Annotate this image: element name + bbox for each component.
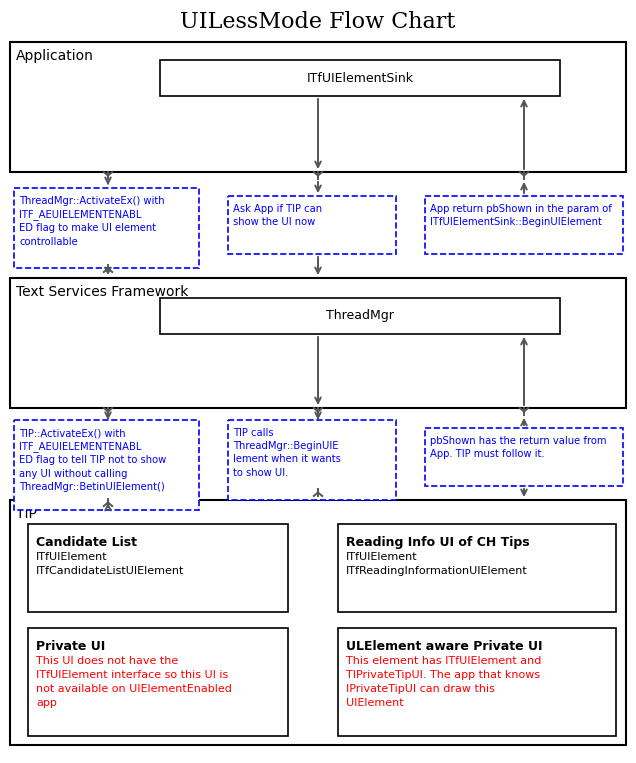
Text: ITfUIElement: ITfUIElement bbox=[346, 552, 418, 562]
Text: Ask App if TIP can
show the UI now: Ask App if TIP can show the UI now bbox=[233, 204, 322, 227]
Text: This element has ITfUIElement and: This element has ITfUIElement and bbox=[346, 656, 541, 666]
Text: ITfCandidateListUIElement: ITfCandidateListUIElement bbox=[36, 566, 184, 576]
Bar bbox=[228, 420, 396, 500]
Bar bbox=[425, 428, 623, 486]
Text: ITfUIElementSink: ITfUIElementSink bbox=[307, 72, 413, 85]
Bar bbox=[160, 298, 560, 334]
Bar bbox=[10, 278, 626, 408]
Text: app: app bbox=[36, 698, 57, 708]
Text: ITfUIElement: ITfUIElement bbox=[36, 552, 107, 562]
Text: ITfUIElement interface so this UI is: ITfUIElement interface so this UI is bbox=[36, 670, 228, 680]
Text: TIP: TIP bbox=[16, 507, 37, 521]
Text: ITfReadingInformationUIElement: ITfReadingInformationUIElement bbox=[346, 566, 528, 576]
Text: Application: Application bbox=[16, 49, 94, 63]
Bar bbox=[28, 628, 288, 736]
Text: TIP calls
ThreadMgr::BeginUIE
lement when it wants
to show UI.: TIP calls ThreadMgr::BeginUIE lement whe… bbox=[233, 428, 341, 478]
Text: Reading Info UI of CH Tips: Reading Info UI of CH Tips bbox=[346, 536, 530, 549]
Bar bbox=[10, 42, 626, 172]
Text: Private UI: Private UI bbox=[36, 640, 105, 653]
Text: Text Services Framework: Text Services Framework bbox=[16, 285, 188, 299]
Bar bbox=[425, 196, 623, 254]
Bar bbox=[10, 500, 626, 745]
Bar bbox=[338, 628, 616, 736]
Bar bbox=[14, 420, 199, 510]
Bar bbox=[160, 60, 560, 96]
Text: This UI does not have the: This UI does not have the bbox=[36, 656, 178, 666]
Text: TIP::ActivateEx() with
ITF_AEUIELEMENTENABL
ED flag to tell TIP not to show
any : TIP::ActivateEx() with ITF_AEUIELEMENTEN… bbox=[19, 428, 166, 491]
Text: UIElement: UIElement bbox=[346, 698, 404, 708]
Text: ULElement aware Private UI: ULElement aware Private UI bbox=[346, 640, 543, 653]
Text: not available on UIElementEnabled: not available on UIElementEnabled bbox=[36, 684, 232, 694]
Text: App return pbShown in the param of
ITfUIElementSink::BeginUIElement: App return pbShown in the param of ITfUI… bbox=[430, 204, 612, 227]
Text: ThreadMgr::ActivateEx() with
ITF_AEUIELEMENTENABL
ED flag to make UI element
con: ThreadMgr::ActivateEx() with ITF_AEUIELE… bbox=[19, 196, 165, 246]
Text: ThreadMgr: ThreadMgr bbox=[326, 310, 394, 323]
Bar bbox=[228, 196, 396, 254]
Bar bbox=[28, 524, 288, 612]
Text: UILessMode Flow Chart: UILessMode Flow Chart bbox=[181, 11, 455, 33]
Text: pbShown has the return value from
App. TIP must follow it.: pbShown has the return value from App. T… bbox=[430, 436, 607, 459]
Bar bbox=[338, 524, 616, 612]
Text: TIPrivateTipUI. The app that knows: TIPrivateTipUI. The app that knows bbox=[346, 670, 540, 680]
Bar bbox=[14, 188, 199, 268]
Text: Candidate List: Candidate List bbox=[36, 536, 137, 549]
Text: IPrivateTipUI can draw this: IPrivateTipUI can draw this bbox=[346, 684, 495, 694]
